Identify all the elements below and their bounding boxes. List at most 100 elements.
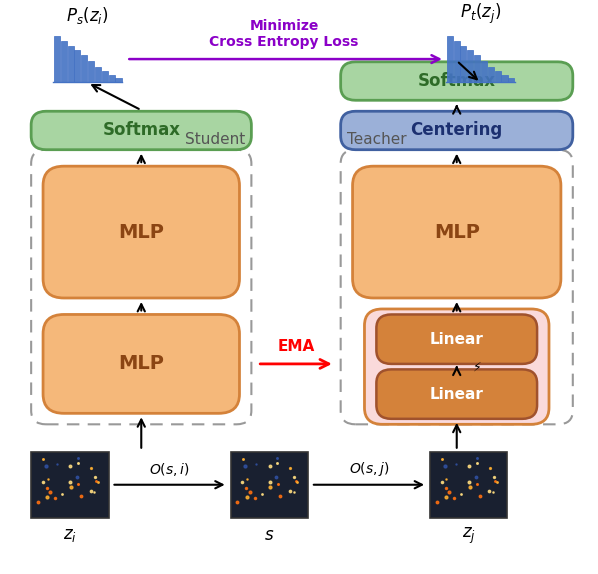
Point [276, 491, 285, 501]
Point [240, 461, 250, 470]
Point [77, 491, 86, 501]
Point [74, 479, 83, 488]
FancyBboxPatch shape [502, 75, 508, 83]
FancyBboxPatch shape [376, 370, 537, 419]
Point [86, 464, 96, 473]
FancyBboxPatch shape [31, 111, 251, 150]
Text: Linear: Linear [430, 387, 484, 402]
FancyBboxPatch shape [81, 55, 87, 83]
FancyBboxPatch shape [109, 75, 115, 83]
FancyBboxPatch shape [488, 67, 494, 83]
FancyBboxPatch shape [31, 452, 108, 518]
Point [42, 493, 52, 502]
Point [273, 458, 282, 467]
Point [456, 490, 466, 499]
Point [472, 458, 481, 467]
FancyBboxPatch shape [467, 50, 473, 83]
Point [451, 460, 460, 469]
Point [250, 494, 260, 503]
FancyBboxPatch shape [61, 41, 67, 83]
FancyBboxPatch shape [364, 309, 549, 424]
Point [285, 487, 295, 496]
Point [465, 461, 474, 470]
Point [464, 477, 474, 486]
FancyBboxPatch shape [231, 452, 308, 518]
Point [43, 474, 53, 483]
Point [488, 488, 498, 497]
FancyBboxPatch shape [43, 166, 239, 298]
FancyBboxPatch shape [341, 111, 573, 150]
Point [449, 494, 459, 503]
FancyBboxPatch shape [353, 166, 561, 298]
Point [440, 461, 449, 470]
Point [441, 474, 451, 483]
Point [472, 479, 482, 488]
Point [72, 472, 81, 482]
Text: $z_j$: $z_j$ [462, 526, 475, 546]
Text: $P_t(z_j)$: $P_t(z_j)$ [460, 2, 501, 26]
Point [42, 483, 52, 492]
Point [273, 479, 282, 488]
FancyBboxPatch shape [88, 61, 94, 83]
Text: $P_s(z_i)$: $P_s(z_i)$ [66, 5, 109, 26]
Text: MLP: MLP [118, 354, 164, 374]
Point [41, 461, 50, 470]
Text: Minimize
Cross Entropy Loss: Minimize Cross Entropy Loss [209, 19, 359, 49]
FancyBboxPatch shape [447, 36, 453, 83]
Point [66, 461, 75, 470]
Text: $O(s,i)$: $O(s,i)$ [149, 461, 190, 478]
Text: Softmax: Softmax [418, 72, 496, 90]
Point [238, 455, 248, 464]
FancyBboxPatch shape [430, 452, 507, 518]
Point [86, 487, 95, 496]
FancyBboxPatch shape [115, 77, 121, 83]
Point [489, 472, 499, 482]
Point [484, 487, 494, 496]
Point [93, 477, 103, 486]
Point [251, 460, 261, 469]
FancyBboxPatch shape [508, 77, 514, 83]
Point [271, 472, 281, 482]
Point [285, 464, 295, 473]
Point [441, 483, 450, 492]
Point [289, 472, 299, 482]
Point [475, 491, 484, 501]
FancyBboxPatch shape [43, 315, 239, 413]
Point [292, 477, 302, 486]
Text: MLP: MLP [434, 223, 480, 242]
FancyBboxPatch shape [95, 67, 101, 83]
FancyBboxPatch shape [474, 55, 480, 83]
Point [242, 483, 251, 492]
Text: Softmax: Softmax [102, 122, 180, 139]
Point [465, 482, 474, 491]
Point [66, 482, 75, 491]
Point [265, 461, 274, 470]
Point [471, 472, 480, 482]
Point [51, 494, 60, 503]
Text: $z_i$: $z_i$ [63, 526, 77, 544]
FancyBboxPatch shape [54, 36, 60, 83]
Point [432, 497, 441, 506]
FancyBboxPatch shape [68, 46, 74, 83]
Text: MLP: MLP [118, 223, 164, 242]
Point [266, 482, 275, 491]
FancyBboxPatch shape [74, 50, 81, 83]
Point [492, 477, 502, 486]
Point [490, 476, 500, 486]
Point [289, 488, 298, 497]
Point [65, 477, 75, 486]
Point [89, 488, 99, 497]
Point [485, 464, 495, 473]
Point [472, 453, 481, 463]
FancyBboxPatch shape [460, 46, 466, 83]
FancyBboxPatch shape [376, 315, 537, 364]
Point [438, 455, 447, 464]
Point [45, 487, 55, 497]
Point [257, 490, 267, 499]
Point [265, 477, 274, 486]
Point [73, 458, 83, 467]
Text: Teacher: Teacher [347, 132, 406, 147]
FancyBboxPatch shape [102, 71, 108, 83]
Point [245, 487, 254, 497]
Point [91, 476, 101, 486]
